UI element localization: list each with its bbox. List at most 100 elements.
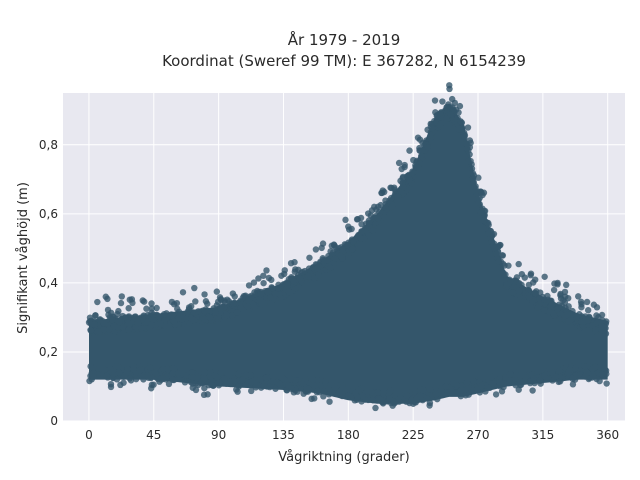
scatter-point [382, 204, 389, 211]
scatter-point [321, 378, 329, 385]
scatter-point [420, 386, 427, 394]
scatter-point [389, 201, 397, 209]
scatter-point [250, 302, 257, 309]
scatter-point [144, 373, 151, 380]
scatter-point [160, 310, 168, 318]
scatter-point [475, 199, 482, 207]
scatter-point [130, 365, 137, 373]
scatter-point [311, 395, 318, 402]
scatter-point [327, 248, 334, 255]
scatter-point [314, 265, 321, 272]
x-tick-label: 45 [146, 428, 161, 442]
x-tick-label: 270 [467, 428, 490, 442]
scatter-point [170, 318, 178, 325]
x-tick-label: 135 [272, 428, 295, 442]
scatter-point [418, 152, 425, 160]
scatter-point [348, 245, 356, 253]
x-tick-label: 180 [337, 428, 360, 442]
scatter-point [515, 260, 522, 268]
scatter-point [189, 384, 196, 391]
scatter-point [424, 144, 431, 151]
scatter-point [472, 183, 479, 190]
scatter-point [320, 393, 327, 400]
scatter-point [509, 289, 517, 296]
scatter-point [125, 326, 133, 333]
scatter-point [492, 391, 500, 398]
scatter-point [442, 383, 450, 390]
scatter-point [175, 314, 182, 322]
scatter-point [506, 371, 514, 378]
x-tick-label: 90 [211, 428, 226, 442]
scatter-point [403, 392, 411, 399]
scatter-point [302, 375, 309, 382]
scatter-point [311, 275, 318, 282]
y-tick-label: 0,2 [39, 345, 58, 359]
scatter-point [104, 295, 111, 303]
scatter-point [115, 307, 122, 315]
scatter-point [467, 157, 474, 165]
scatter-point [327, 264, 334, 271]
scatter-point [375, 395, 383, 403]
scatter-point [90, 373, 97, 381]
scatter-point [565, 369, 572, 376]
scatter-point [179, 289, 187, 296]
scatter-point [478, 382, 485, 390]
scatter-point [118, 293, 126, 300]
scatter-point [403, 398, 410, 405]
scatter-point [565, 318, 572, 325]
scatter-point [263, 267, 270, 274]
scatter-point [518, 270, 526, 278]
scatter-point [305, 386, 313, 394]
scatter-point [272, 290, 279, 297]
scatter-point [569, 381, 577, 388]
scatter-point [248, 378, 255, 386]
scatter-point [100, 326, 108, 333]
scatter-point [257, 376, 264, 383]
scatter-point [86, 377, 93, 385]
scatter-point [285, 288, 293, 296]
scatter-point [412, 163, 419, 171]
scatter-point [512, 371, 520, 379]
scatter-point [247, 371, 254, 379]
scatter-point [326, 398, 333, 405]
scatter-point [260, 382, 267, 390]
scatter-point [534, 304, 542, 311]
scatter-point [235, 383, 243, 390]
scatter-point [213, 288, 221, 295]
scatter-point [312, 246, 320, 253]
scatter-point [365, 219, 373, 227]
scatter-point [92, 312, 99, 319]
scatter-point [168, 298, 176, 306]
scatter-point [485, 221, 492, 229]
scatter-point [444, 389, 451, 396]
scatter-point [245, 282, 253, 289]
scatter-point [265, 289, 272, 296]
scatter-point [148, 309, 155, 316]
scatter-point [265, 274, 273, 282]
scatter-point [235, 370, 242, 378]
scatter-point [428, 125, 436, 132]
scatter-point [116, 369, 123, 376]
scatter-point [431, 97, 439, 104]
scatter-point [369, 396, 376, 404]
scatter-point [457, 118, 464, 125]
scatter-point [151, 369, 159, 377]
scatter-point [197, 379, 205, 387]
scatter-point [427, 386, 434, 393]
scatter-point [169, 370, 177, 377]
scatter-point [593, 304, 601, 311]
scatter-point [368, 207, 376, 214]
scatter-point [134, 320, 142, 327]
scatter-point [338, 382, 346, 389]
scatter-point [387, 194, 395, 202]
scatter-point [260, 279, 267, 287]
scatter-point [189, 374, 197, 381]
scatter-point [200, 391, 208, 399]
scatter-point [342, 216, 349, 224]
scatter-point [204, 300, 211, 307]
scatter-point [536, 377, 544, 385]
scatter-point [482, 388, 489, 395]
scatter-point [598, 371, 606, 378]
scatter-point [481, 211, 488, 219]
scatter-point [190, 316, 198, 324]
